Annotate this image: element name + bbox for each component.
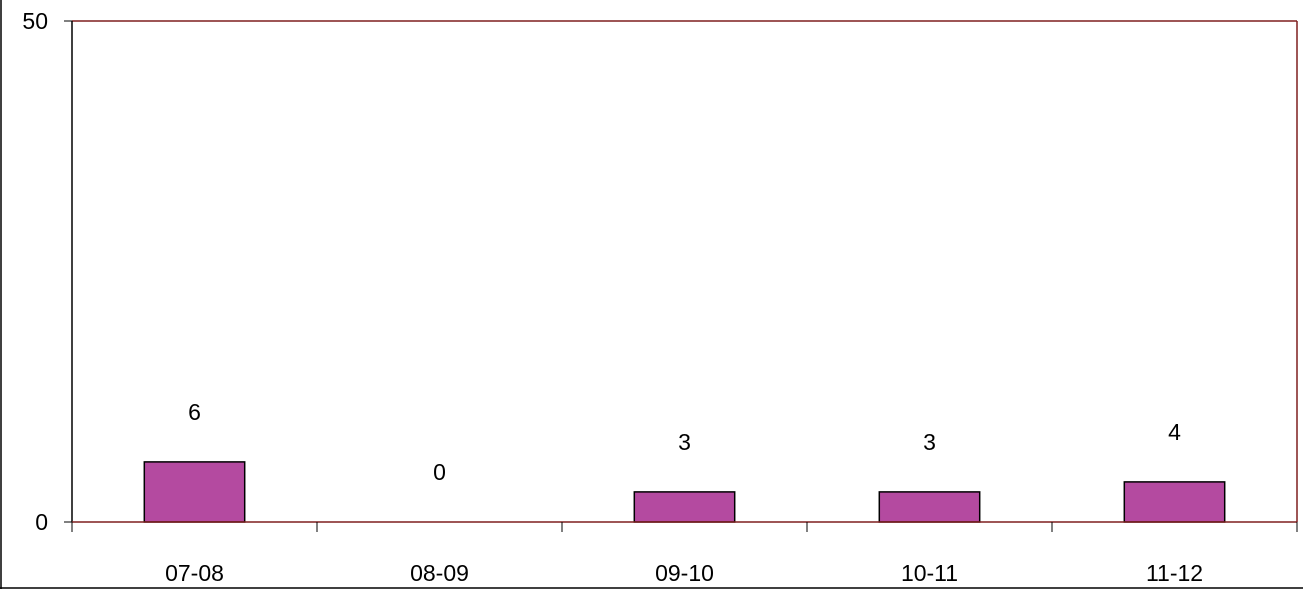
y-ticks-layer: 0 50	[22, 8, 72, 535]
bars-layer	[143, 461, 1226, 523]
bar-11-12	[1123, 481, 1226, 523]
bar-10-11	[878, 491, 981, 523]
y-tick-label-0: 0	[35, 509, 48, 535]
bar-07-08	[143, 461, 246, 523]
y-tick-label-50: 50	[22, 8, 48, 34]
x-tick-label-10-11: 10-11	[901, 560, 958, 586]
x-tick-label-08-09: 08-09	[410, 560, 469, 586]
data-label-11-12: 4	[1168, 419, 1181, 445]
x-ticks-layer: 07-08 08-09 09-10 10-11 11-12	[71, 522, 1298, 586]
bar-09-10	[633, 491, 736, 523]
x-tick-label-09-10: 09-10	[655, 560, 714, 586]
data-label-09-10: 3	[678, 429, 691, 455]
data-label-08-09: 0	[433, 459, 446, 485]
x-tick-label-07-08: 07-08	[165, 560, 224, 586]
data-label-07-08: 6	[188, 399, 201, 425]
data-label-10-11: 3	[923, 429, 936, 455]
data-labels-layer: 6 0 3 3 4	[188, 399, 1181, 485]
x-tick-label-11-12: 11-12	[1146, 560, 1203, 586]
